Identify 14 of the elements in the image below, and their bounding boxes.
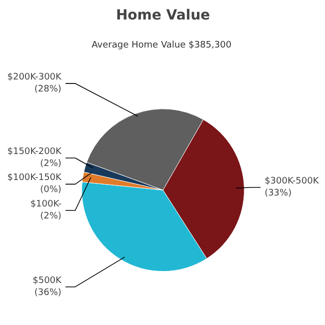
text: (0%): [40, 185, 62, 196]
slice-label: $100K-: [30, 199, 62, 210]
slice-label: $200K-300K: [7, 72, 63, 82]
chart-title: Home Value: [116, 8, 210, 24]
slice-label: $500K: [32, 276, 63, 286]
data-label: (33%): [264, 188, 292, 198]
data-label: (2%): [40, 211, 62, 222]
slice-label: $150K-200K: [7, 146, 63, 157]
legend-label: $100K-150K: [7, 173, 63, 184]
data-label: (28%): [34, 84, 62, 94]
slice-label: $300K-500K: [264, 176, 320, 186]
data-label: (36%): [34, 288, 62, 298]
data-label: (2%): [40, 158, 62, 169]
chart-subtitle: Average Home Value $385,300: [92, 40, 232, 50]
